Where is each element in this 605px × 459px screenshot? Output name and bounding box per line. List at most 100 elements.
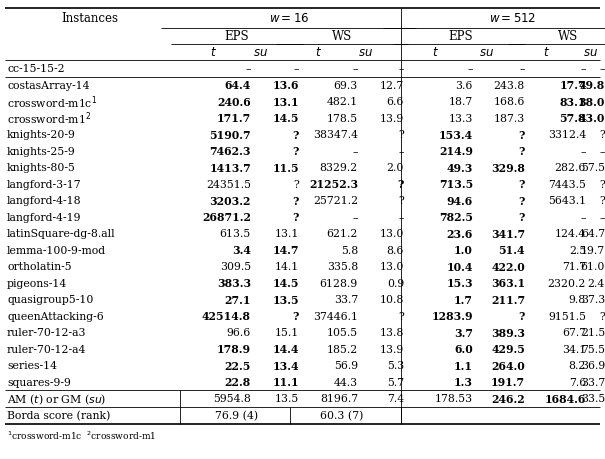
Text: 22.8: 22.8 (224, 377, 251, 388)
Text: 2.5: 2.5 (569, 246, 586, 256)
Text: 7462.3: 7462.3 (209, 146, 251, 157)
Text: –: – (399, 147, 404, 157)
Text: crossword-m1$^{2}$: crossword-m1$^{2}$ (7, 111, 91, 127)
Text: 9151.5: 9151.5 (548, 312, 586, 322)
Text: –: – (246, 64, 251, 74)
Text: 1.1: 1.1 (454, 361, 473, 372)
Text: 187.3: 187.3 (494, 114, 525, 124)
Text: costasArray-14: costasArray-14 (7, 81, 90, 91)
Text: 341.7: 341.7 (491, 229, 525, 240)
Text: 5.8: 5.8 (341, 246, 358, 256)
Text: 6.6: 6.6 (387, 97, 404, 107)
Text: –: – (399, 64, 404, 74)
Text: 22.5: 22.5 (224, 361, 251, 372)
Text: 309.5: 309.5 (220, 262, 251, 272)
Text: 9.8: 9.8 (569, 295, 586, 305)
Text: 57.8: 57.8 (560, 113, 586, 124)
Text: –: – (468, 64, 473, 74)
Text: 153.4: 153.4 (439, 130, 473, 141)
Text: Instances: Instances (62, 11, 119, 24)
Text: ?: ? (398, 130, 404, 140)
Text: 23.6: 23.6 (446, 229, 473, 240)
Text: 83.1: 83.1 (560, 97, 586, 108)
Text: 38.0: 38.0 (578, 97, 605, 108)
Text: 3.4: 3.4 (232, 245, 251, 256)
Text: 178.53: 178.53 (435, 394, 473, 404)
Text: $w = 16$: $w = 16$ (269, 11, 310, 24)
Text: 7.4: 7.4 (387, 394, 404, 404)
Text: WS: WS (558, 29, 578, 43)
Text: 36.9: 36.9 (581, 361, 605, 371)
Text: –: – (600, 213, 605, 223)
Text: –: – (581, 147, 586, 157)
Text: –: – (399, 213, 404, 223)
Text: –: – (520, 64, 525, 74)
Text: 3312.4: 3312.4 (548, 130, 586, 140)
Text: 56.9: 56.9 (334, 361, 358, 371)
Text: ?: ? (293, 130, 299, 141)
Text: ruler-70-12-a4: ruler-70-12-a4 (7, 345, 87, 355)
Text: 24351.5: 24351.5 (206, 180, 251, 190)
Text: 6.0: 6.0 (454, 344, 473, 355)
Text: 38347.4: 38347.4 (313, 130, 358, 140)
Text: 8329.2: 8329.2 (320, 163, 358, 173)
Text: $w = 512$: $w = 512$ (489, 11, 537, 24)
Text: ?: ? (518, 146, 525, 157)
Text: 264.0: 264.0 (491, 361, 525, 372)
Text: 178.9: 178.9 (217, 344, 251, 355)
Text: 49.8: 49.8 (579, 80, 605, 91)
Text: 185.2: 185.2 (327, 345, 358, 355)
Text: 44.3: 44.3 (334, 378, 358, 388)
Text: 13.9: 13.9 (380, 345, 404, 355)
Text: 34.1: 34.1 (562, 345, 586, 355)
Text: 2320.2: 2320.2 (548, 279, 586, 289)
Text: 1413.7: 1413.7 (209, 163, 251, 174)
Text: $^1$crossword-m1c  $^2$crossword-m1: $^1$crossword-m1c $^2$crossword-m1 (7, 430, 156, 442)
Text: 5190.7: 5190.7 (209, 130, 251, 141)
Text: 13.6: 13.6 (272, 80, 299, 91)
Text: ?: ? (518, 212, 525, 223)
Text: 5954.8: 5954.8 (213, 394, 251, 404)
Text: –: – (581, 213, 586, 223)
Text: 60.3 (7): 60.3 (7) (320, 411, 364, 422)
Text: 2.0: 2.0 (387, 163, 404, 173)
Text: 13.0: 13.0 (379, 262, 404, 272)
Text: 27.1: 27.1 (224, 295, 251, 306)
Text: 7.6: 7.6 (569, 378, 586, 388)
Text: quasigroup5-10: quasigroup5-10 (7, 295, 93, 305)
Text: 8.6: 8.6 (387, 246, 404, 256)
Text: 37446.1: 37446.1 (313, 312, 358, 322)
Text: –: – (293, 64, 299, 74)
Text: 282.6: 282.6 (555, 163, 586, 173)
Text: ?: ? (398, 196, 404, 206)
Text: 178.5: 178.5 (327, 114, 358, 124)
Text: 96.6: 96.6 (227, 328, 251, 338)
Text: 1.7: 1.7 (454, 295, 473, 306)
Text: series-14: series-14 (7, 361, 57, 371)
Text: 124.4: 124.4 (555, 229, 586, 239)
Text: 64.4: 64.4 (224, 80, 251, 91)
Text: 17.7: 17.7 (560, 80, 586, 91)
Text: 10.4: 10.4 (446, 262, 473, 273)
Text: 13.0: 13.0 (379, 229, 404, 239)
Text: 1684.6: 1684.6 (544, 394, 586, 405)
Text: ?: ? (518, 196, 525, 207)
Text: 15.3: 15.3 (446, 278, 473, 289)
Text: 43.0: 43.0 (578, 113, 605, 124)
Text: 13.3: 13.3 (449, 114, 473, 124)
Text: 13.8: 13.8 (379, 328, 404, 338)
Text: 14.5: 14.5 (272, 113, 299, 124)
Text: langford-4-18: langford-4-18 (7, 196, 82, 206)
Text: 57.5: 57.5 (581, 163, 605, 173)
Text: $su$: $su$ (583, 45, 598, 58)
Text: –: – (353, 213, 358, 223)
Text: 15.1: 15.1 (275, 328, 299, 338)
Text: 171.7: 171.7 (217, 113, 251, 124)
Text: 10.8: 10.8 (379, 295, 404, 305)
Text: 3203.2: 3203.2 (209, 196, 251, 207)
Text: 240.6: 240.6 (217, 97, 251, 108)
Text: 51.4: 51.4 (499, 245, 525, 256)
Text: cc-15-15-2: cc-15-15-2 (7, 64, 65, 74)
Text: 335.8: 335.8 (327, 262, 358, 272)
Text: AM ($t$) or GM ($su$): AM ($t$) or GM ($su$) (7, 392, 106, 407)
